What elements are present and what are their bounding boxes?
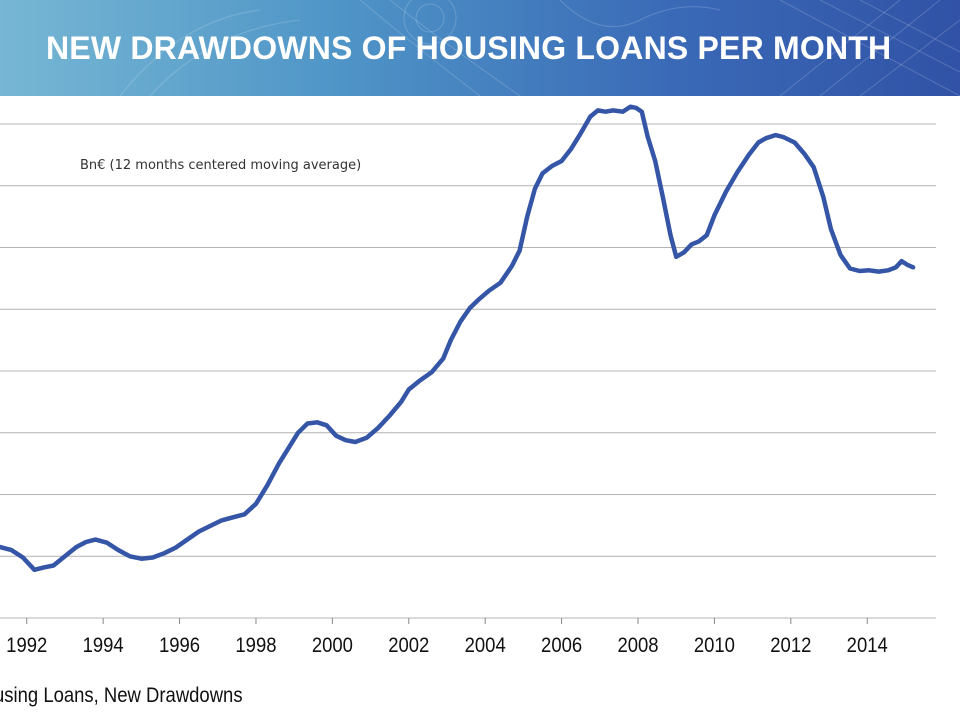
x-tick-label: 2010 xyxy=(694,634,735,657)
title-banner: NEW DRAWDOWNS OF HOUSING LOANS PER MONTH xyxy=(0,0,960,96)
x-tick-label: 2014 xyxy=(847,634,888,657)
x-tick-label: 1992 xyxy=(6,634,47,657)
slide-title: NEW DRAWDOWNS OF HOUSING LOANS PER MONTH xyxy=(46,30,892,66)
chart-caption: using Loans, New Drawdowns xyxy=(0,684,243,707)
x-tick-label: 1998 xyxy=(235,634,276,657)
x-tick-label: 1994 xyxy=(83,634,124,657)
line-chart: 1992 1994 1996 1998 2000 2002 2004 2006 2008 2010… xyxy=(0,104,936,657)
chart-annotation: Bn€ (12 months centered moving average) xyxy=(80,158,361,173)
x-tick-label: 2008 xyxy=(617,634,658,657)
x-tick-label: 1996 xyxy=(159,634,200,657)
x-tick-label: 2012 xyxy=(770,634,811,657)
x-tick-label: 2006 xyxy=(541,634,582,657)
x-tick-label: 2004 xyxy=(465,634,506,657)
banner-decoration xyxy=(119,0,960,96)
x-tick-label: 2000 xyxy=(312,634,353,657)
series-line xyxy=(0,104,916,573)
x-tick-label: 2002 xyxy=(388,634,429,657)
